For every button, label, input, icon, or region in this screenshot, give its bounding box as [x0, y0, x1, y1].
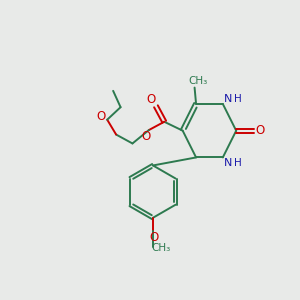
Text: CH₃: CH₃	[152, 243, 171, 253]
Text: N: N	[224, 94, 232, 103]
Text: H: H	[234, 94, 242, 103]
Text: O: O	[96, 110, 105, 123]
Text: O: O	[255, 124, 265, 137]
Text: H: H	[234, 158, 242, 168]
Text: CH₃: CH₃	[188, 76, 208, 86]
Text: O: O	[146, 93, 155, 106]
Text: N: N	[224, 158, 232, 168]
Text: O: O	[142, 130, 151, 143]
Text: O: O	[149, 231, 158, 244]
